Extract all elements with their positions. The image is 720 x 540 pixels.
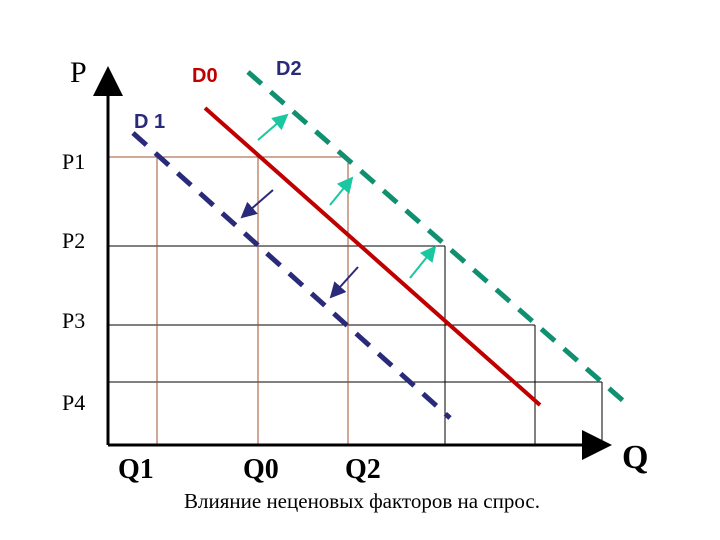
quantity-label: Q2 <box>345 454 381 485</box>
price-label: P4 <box>62 390 85 415</box>
price-label: P1 <box>62 149 85 174</box>
shift-arrows <box>240 113 437 299</box>
price-label: P3 <box>62 308 85 333</box>
quantity-label: Q1 <box>118 454 154 485</box>
guides <box>108 156 603 445</box>
price-label: P2 <box>62 228 85 253</box>
caption: Влияние неценовых факторов на спрос. <box>184 489 540 513</box>
curve-label: D0 <box>192 65 218 87</box>
curve-d0 <box>203 106 542 407</box>
curve-label: D 1 <box>134 111 165 133</box>
curve-label: D2 <box>276 58 302 80</box>
curve-d1 <box>131 131 452 420</box>
curve-d2 <box>246 70 630 407</box>
x-axis-label: Q <box>622 439 648 476</box>
quantity-label: Q0 <box>243 454 279 485</box>
y-axis-label: P <box>70 56 87 89</box>
